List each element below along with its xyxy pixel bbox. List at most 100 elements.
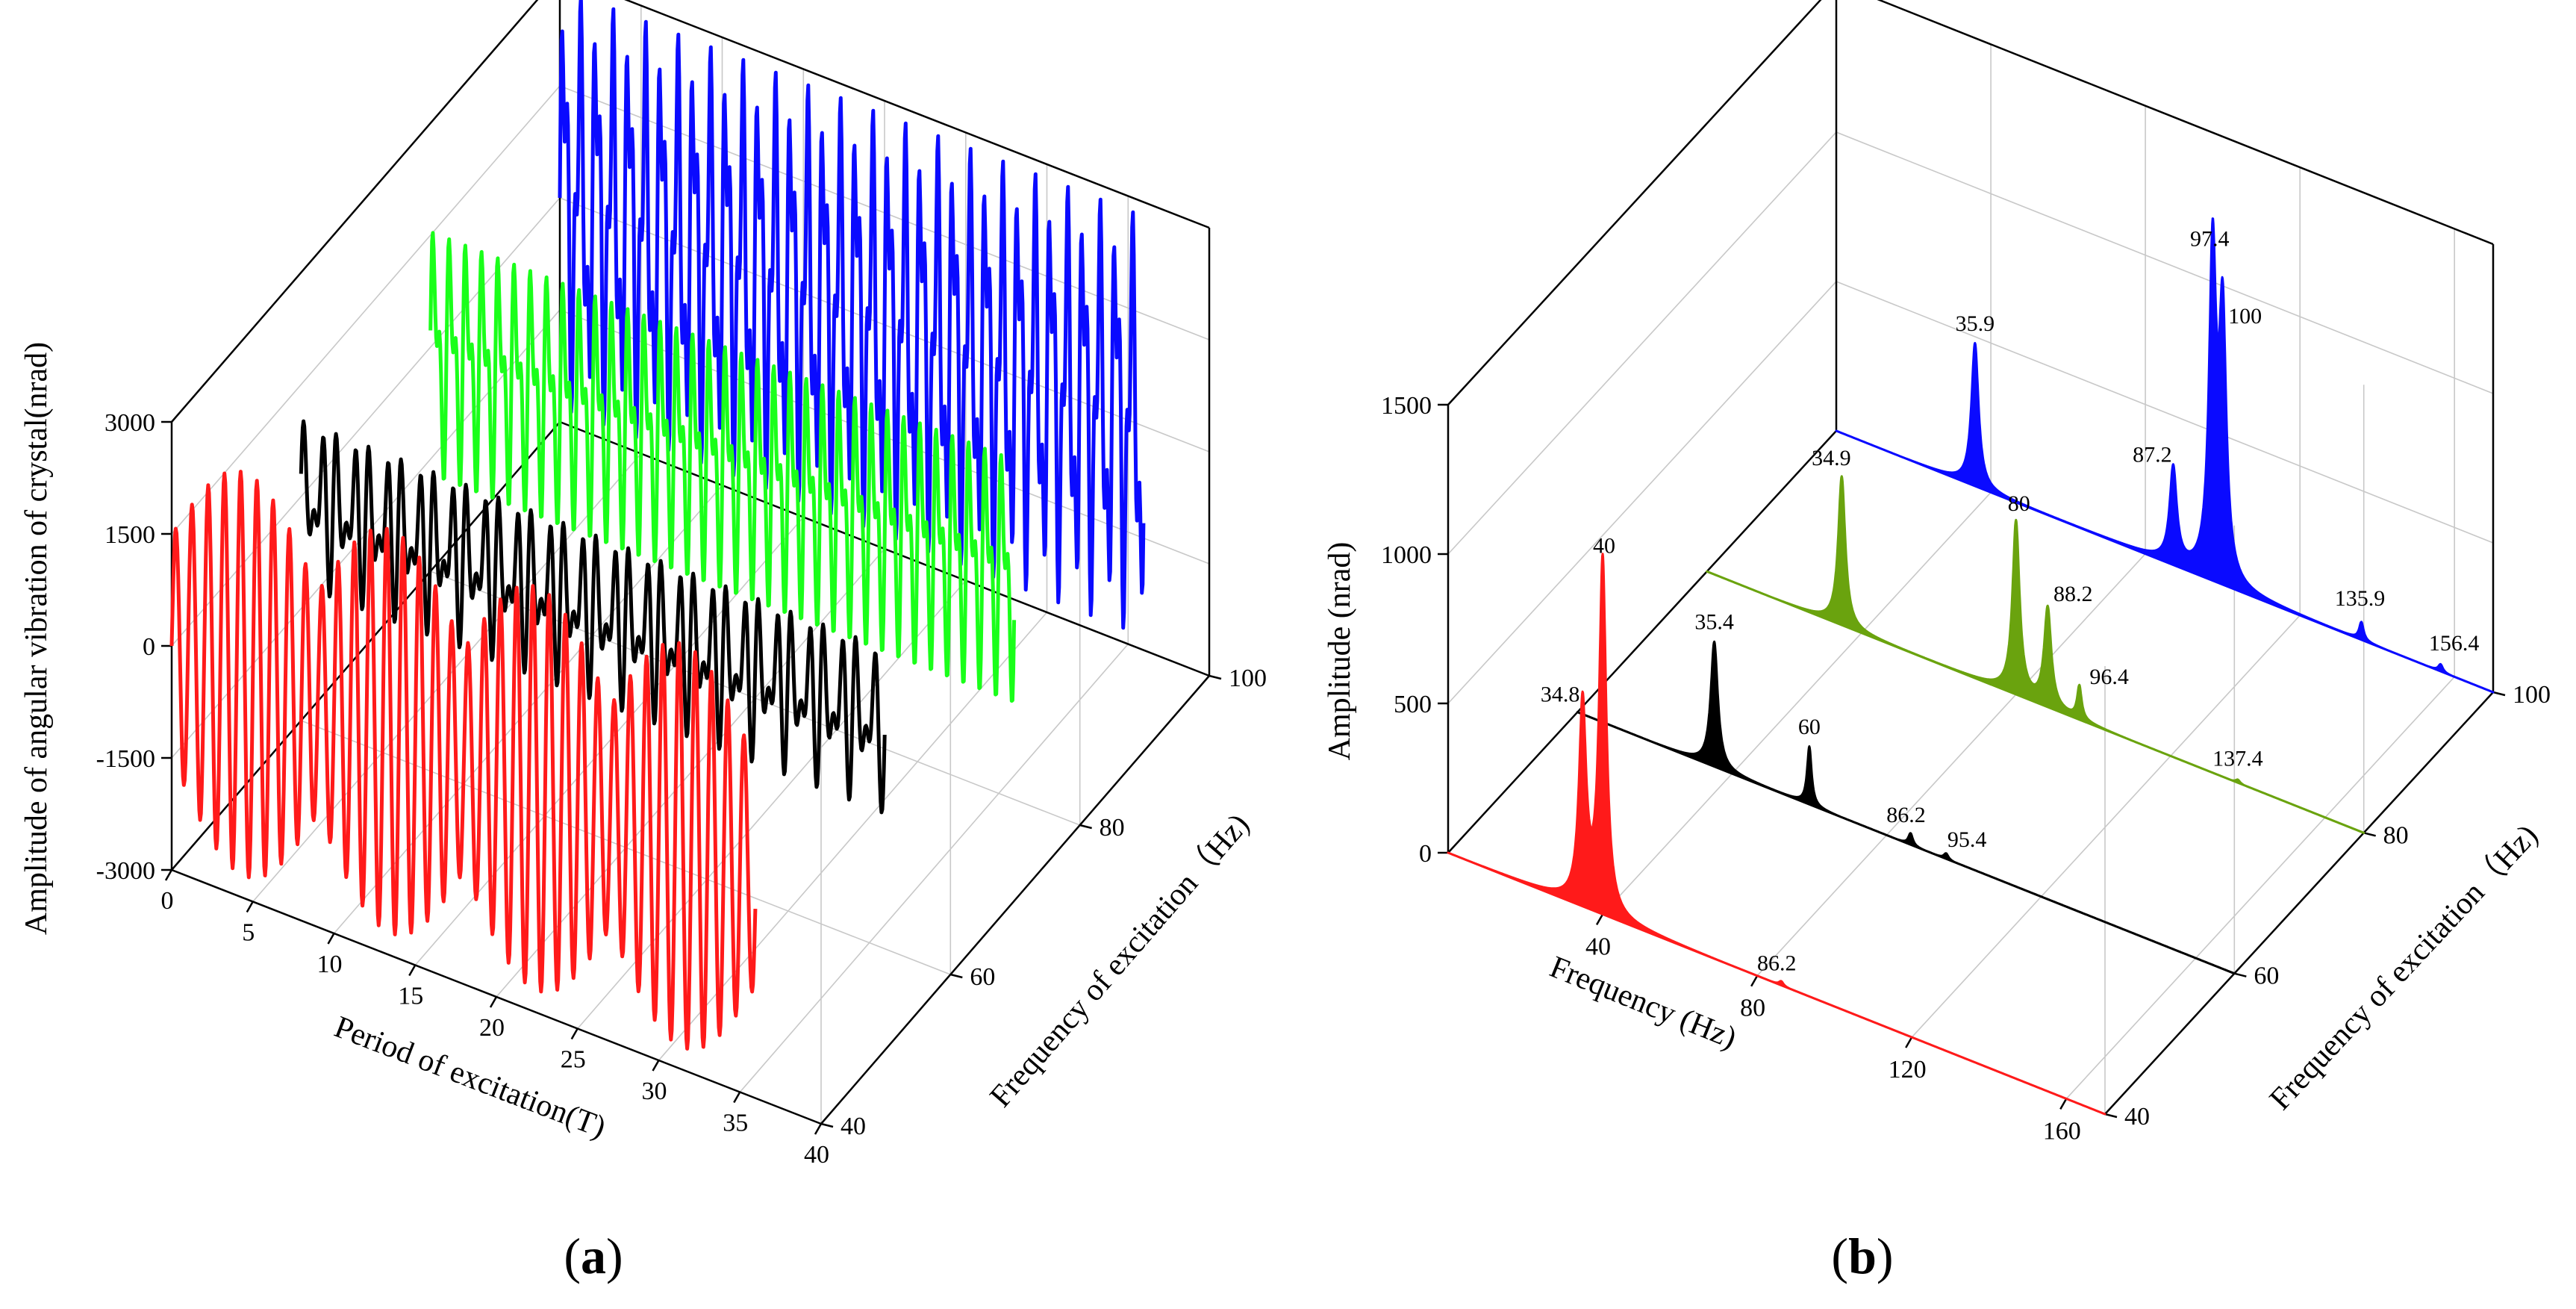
peak-label: 40	[1593, 533, 1615, 558]
peak-label: 34.9	[1812, 446, 1851, 470]
y-tick-mark	[950, 973, 963, 979]
y-tick-mark	[2363, 832, 2376, 837]
z-tick-label: 1000	[1381, 541, 1432, 569]
x-tick-mark	[2059, 1098, 2068, 1110]
x-tick-mark	[814, 1123, 823, 1135]
y-tick-mark	[2234, 972, 2247, 977]
peak-label: 87.2	[2133, 443, 2172, 467]
x-tick-mark	[327, 933, 335, 945]
peak-label: 96.4	[2089, 665, 2129, 689]
x-tick-mark	[489, 996, 498, 1008]
y-axis-title: Frequency of excitation（Hz)	[984, 807, 1256, 1113]
y-tick-mark	[2104, 1113, 2118, 1119]
peak-label: 86.2	[1886, 803, 1926, 827]
x-tick-mark	[733, 1091, 741, 1104]
x-tick-mark	[1750, 975, 1759, 987]
axis-frame-line	[624, 0, 1210, 229]
series-spectrum-40hz	[1447, 553, 2106, 1116]
z-axis-title: Amplitude (nrad)	[1323, 542, 1357, 761]
chart-a: -3000 -1500 0 1500 3000 0 5 10 15 20 25 30 35 40 40 60 8…	[19, 0, 1267, 1169]
x-tick-mark	[1905, 1036, 1913, 1048]
series-spectrum-100hz	[1835, 217, 2495, 694]
axis-frame-line	[1447, 430, 1837, 854]
y-tick-mark	[820, 1122, 834, 1128]
z-tick-label: 0	[143, 633, 155, 661]
x-tick-label: 30	[642, 1078, 667, 1105]
axis-frame-line	[2104, 691, 2494, 1115]
y-tick-label: 60	[2254, 963, 2279, 990]
peak-label: 97.4	[2190, 227, 2230, 252]
y-tick-mark	[1209, 674, 1222, 680]
peak-label: 156.4	[2429, 631, 2480, 656]
z-tick-label: -3000	[96, 857, 155, 885]
peak-label: 95.4	[1947, 827, 1987, 852]
x-tick-label: 120	[1889, 1056, 1927, 1083]
z-tick-label: -1500	[96, 745, 155, 773]
z-tick-label: 1500	[1381, 392, 1432, 420]
y-tick-label: 80	[2383, 821, 2409, 849]
z-tick-label: 3000	[105, 409, 155, 437]
z-tick-label: 1500	[105, 521, 155, 549]
series-line-80hz	[428, 231, 1017, 703]
chart-b: 0 500 1000 1500 40 80 120 160 40 60 80 100 Frequency…	[1323, 0, 2551, 1145]
x-tick-mark	[246, 901, 254, 913]
x-tick-mark	[408, 964, 417, 977]
peak-label: 34.8	[1541, 683, 1580, 707]
y-tick-mark	[1079, 824, 1092, 830]
x-tick-label: 35	[723, 1110, 748, 1137]
series-line-40hz	[169, 470, 758, 1051]
x-tick-label: 10	[317, 951, 343, 978]
axis-frame-line	[171, 0, 539, 423]
x-tick-label: 5	[242, 919, 255, 947]
x-tick-mark	[164, 869, 173, 881]
x-tick-label: 80	[1740, 995, 1765, 1022]
y-tick-label: 100	[2513, 681, 2551, 709]
series-line-60hz	[299, 419, 887, 815]
z-gridline	[1447, 131, 2494, 555]
y-tick-label: 40	[841, 1113, 866, 1140]
y-tick-mark	[2492, 691, 2506, 697]
panel-b-letter: b	[1848, 1228, 1877, 1284]
x-tick-label: 20	[479, 1014, 505, 1042]
y-tick-label: 100	[1229, 665, 1267, 692]
peak-label: 35.4	[1694, 610, 1734, 635]
axis-frame-line	[1877, 0, 2494, 246]
x-tick-label: 40	[804, 1141, 829, 1169]
y-tick-label: 40	[2124, 1103, 2150, 1131]
peak-label: 137.4	[2212, 746, 2263, 771]
series-spectrum-60hz	[1576, 640, 2236, 975]
x-tick-label: 15	[398, 983, 423, 1010]
x-tick-label: 40	[1585, 933, 1611, 960]
x-tick-label: 0	[161, 887, 174, 915]
panel-a-label: (a)	[564, 1228, 623, 1284]
peak-label: 80	[2008, 491, 2030, 516]
peak-label: 60	[1798, 715, 1821, 739]
x-tick-mark	[1595, 913, 1604, 925]
x-axis-title: Period of excitation(T)	[330, 1010, 611, 1145]
y-tick-label: 80	[1100, 814, 1125, 842]
x-tick-label: 160	[2043, 1117, 2081, 1145]
y-tick-label: 60	[970, 963, 995, 991]
peak-label: 88.2	[2053, 582, 2093, 606]
axis-frame-line	[1447, 0, 1822, 405]
x-tick-label: 25	[561, 1046, 586, 1074]
peak-label: 135.9	[2335, 586, 2386, 611]
series-spectrum-80hz	[1706, 475, 2366, 834]
z-gridline	[1447, 0, 2494, 405]
x-gridline	[1911, 167, 2301, 1038]
peak-label: 86.2	[1757, 951, 1797, 975]
peak-label: 100	[2228, 304, 2262, 329]
y-axis-title: Frequency of excitation（Hz)	[2263, 818, 2545, 1117]
panel-a-letter: a	[581, 1228, 606, 1284]
x-tick-mark	[570, 1027, 578, 1040]
panel-b-label: (b)	[1831, 1228, 1893, 1284]
z-tick-label: 500	[1394, 691, 1432, 718]
series-line-100hz	[558, 0, 1146, 630]
peak-label: 35.9	[1956, 311, 1995, 336]
axis-frame-line	[820, 675, 1210, 1125]
x-axis-title: Frequency (Hz)	[1545, 950, 1741, 1056]
x-tick-mark	[652, 1060, 660, 1072]
z-axis-title: Amplitude of angular vibration of crysta…	[19, 342, 54, 935]
z-tick-label: 0	[1419, 840, 1432, 868]
